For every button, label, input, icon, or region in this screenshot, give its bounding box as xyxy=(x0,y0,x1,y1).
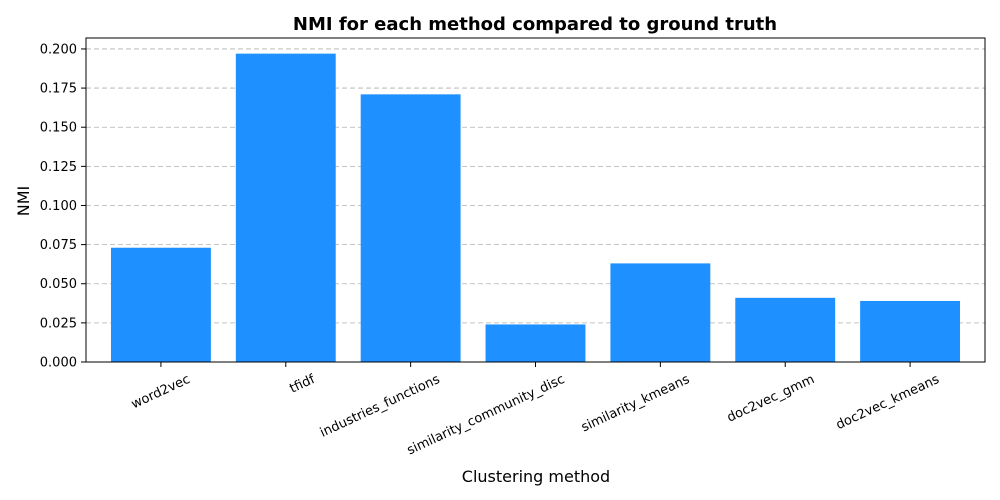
y-axis-label: NMI xyxy=(14,186,33,217)
y-tick-label: 0.100 xyxy=(40,199,77,214)
y-tick-label: 0.150 xyxy=(40,121,77,136)
y-tick-label: 0.075 xyxy=(40,238,77,253)
bars xyxy=(110,53,961,363)
bar-doc2vec_kmeans xyxy=(860,300,961,362)
bar-similarity_kmeans xyxy=(610,263,711,362)
grid-lines xyxy=(86,48,985,324)
bar-doc2vec_gmm xyxy=(735,297,836,362)
x-tick-label: doc2vec_gmm xyxy=(725,372,817,426)
bar-word2vec xyxy=(110,247,211,362)
x-axis: word2vec tfidf industries_functions similar… xyxy=(129,362,942,458)
bar-similarity_community_disc xyxy=(485,324,586,362)
plot-frame xyxy=(85,37,986,363)
y-tick-label: 0.050 xyxy=(40,277,77,292)
x-tick-label: similarity_kmeans xyxy=(579,372,692,435)
x-axis-label: Clustering method xyxy=(462,467,610,486)
chart-title: NMI for each method compared to ground t… xyxy=(293,14,777,35)
y-tick-label: 0.025 xyxy=(40,316,77,331)
y-tick-label: 0.125 xyxy=(40,160,77,175)
bar-tfidf xyxy=(235,53,336,363)
x-tick-label: tfidf xyxy=(287,372,317,397)
x-tick-label: industries_functions xyxy=(318,372,443,441)
y-tick-label: 0.000 xyxy=(40,356,77,371)
y-axis: 0.000 0.025 0.050 0.075 0.100 0.125 0.150 0.175… xyxy=(40,42,86,371)
bar-industries_functions xyxy=(360,94,461,362)
x-tick-label: doc2vec_kmeans xyxy=(834,372,942,433)
x-tick-label: word2vec xyxy=(129,372,193,412)
y-tick-label: 0.175 xyxy=(40,82,77,97)
y-tick-label: 0.200 xyxy=(40,42,77,57)
